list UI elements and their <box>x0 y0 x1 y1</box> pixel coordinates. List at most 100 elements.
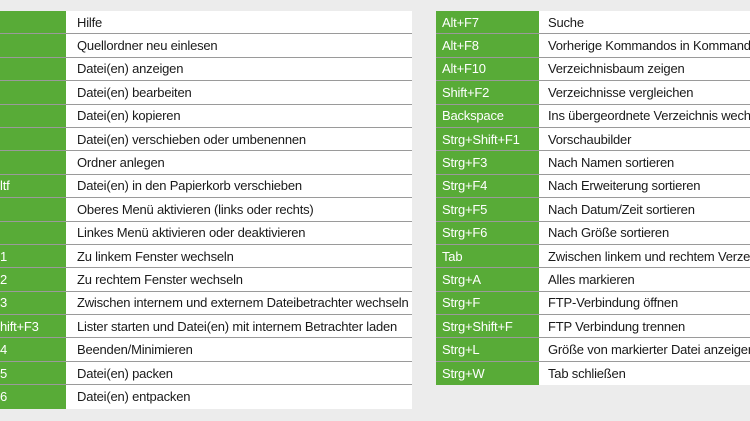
shortcut-description: Datei(en) in den Papierkorb verschieben <box>77 178 302 194</box>
table-row: Datei(en) anzeigen <box>0 57 412 82</box>
shortcut-description: Zwischen linkem und rechtem Verzeich <box>548 248 750 264</box>
table-row: Strg+Shift+F FTP Verbindung trennen <box>436 315 750 339</box>
shortcut-key <box>0 198 68 221</box>
left-shortcut-table: Hilfe Quellordner neu einlesen Datei(en)… <box>0 11 412 409</box>
shortcut-description: Größe von markierter Datei anzeigen <box>548 342 750 358</box>
shortcut-description: Datei(en) anzeigen <box>77 61 184 77</box>
shortcut-key <box>0 221 68 244</box>
table-row: Strg+A Alles markieren <box>436 268 750 292</box>
shortcut-key: hift+F3 <box>0 315 68 338</box>
shortcut-key: Alt+F8 <box>436 34 541 57</box>
table-row: Strg+W Tab schließen <box>436 361 750 386</box>
shortcut-description: Ins übergeordnete Verzeichnis wechse <box>548 108 750 124</box>
table-row: 1 Zu linkem Fenster wechseln <box>0 244 412 269</box>
table-row: Alt+F10 Verzeichnisbaum zeigen <box>436 57 750 82</box>
table-row: Datei(en) bearbeiten <box>0 81 412 105</box>
shortcut-description: FTP-Verbindung öffnen <box>548 295 678 311</box>
shortcut-key: 1 <box>0 244 68 268</box>
shortcut-description: Datei(en) packen <box>77 365 173 381</box>
shortcut-description: Zu rechtem Fenster wechseln <box>77 271 243 287</box>
shortcut-key: 6 <box>0 385 68 409</box>
table-row: 3 Zwischen internem und externem Dateibet… <box>0 291 412 316</box>
shortcut-description: Vorschaubilder <box>548 131 632 147</box>
table-row: Shift+F2 Verzeichnisse vergleichen <box>436 81 750 105</box>
table-row: Tab Zwischen linkem und rechtem Verzeich <box>436 244 750 269</box>
shortcut-description: Datei(en) entpacken <box>77 389 191 405</box>
shortcut-key: 3 <box>0 291 68 315</box>
right-shortcut-table: Alt+F7 Suche Alt+F8 Vorherige Kommandos in… <box>436 11 750 386</box>
shortcut-description: Verzeichnisbaum zeigen <box>548 61 685 77</box>
shortcut-description: Suche <box>548 14 584 30</box>
table-row: Backspace Ins übergeordnete Verzeichnis w… <box>436 104 750 128</box>
shortcut-key: Strg+F3 <box>436 151 541 174</box>
shortcut-description: Datei(en) kopieren <box>77 108 181 124</box>
table-row: hift+F3 Lister starten und Datei(en) mit … <box>0 315 412 339</box>
shortcut-key <box>0 127 68 151</box>
shortcut-key: Tab <box>436 244 541 268</box>
table-row: Alt+F8 Vorherige Kommandos in Kommandoz <box>436 34 750 58</box>
shortcut-description: FTP Verbindung trennen <box>548 318 686 334</box>
table-row: 5 Datei(en) packen <box>0 361 412 386</box>
shortcut-description: Oberes Menü aktivieren (links oder recht… <box>77 201 314 217</box>
shortcut-key <box>0 104 68 127</box>
shortcut-key <box>0 151 68 174</box>
shortcut-key: 5 <box>0 361 68 385</box>
table-row: 4 Beenden/Minimieren <box>0 338 412 362</box>
shortcut-key: Strg+F5 <box>436 198 541 221</box>
shortcut-description: Nach Datum/Zeit sortieren <box>548 201 695 217</box>
shortcut-key: Backspace <box>436 104 541 127</box>
table-row: Ordner anlegen <box>0 151 412 175</box>
shortcut-description: Linkes Menü aktivieren oder deaktivieren <box>77 225 306 241</box>
shortcut-description: Vorherige Kommandos in Kommandoz <box>548 38 750 54</box>
shortcut-key: Alt+F10 <box>436 57 541 81</box>
shortcut-key <box>0 11 68 34</box>
table-row: 6 Datei(en) entpacken <box>0 385 412 409</box>
shortcut-key: Strg+F4 <box>436 174 541 198</box>
table-row: Strg+L Größe von markierter Datei anzeige… <box>436 338 750 362</box>
shortcut-description: Datei(en) verschieben oder umbenennen <box>77 131 306 147</box>
table-row: Quellordner neu einlesen <box>0 34 412 58</box>
table-row: Strg+F FTP-Verbindung öffnen <box>436 291 750 316</box>
shortcut-key: Strg+F <box>436 291 541 315</box>
shortcut-key: Strg+W <box>436 361 541 386</box>
table-row: Datei(en) kopieren <box>0 104 412 128</box>
table-row: Alt+F7 Suche <box>436 11 750 35</box>
table-row: ltf Datei(en) in den Papierkorb verschieb… <box>0 174 412 199</box>
table-row: Strg+F4 Nach Erweiterung sortieren <box>436 174 750 199</box>
shortcut-key: Strg+Shift+F1 <box>436 127 541 151</box>
shortcut-key <box>0 81 68 104</box>
shortcut-key: Alt+F7 <box>436 11 541 34</box>
shortcut-description: Nach Namen sortieren <box>548 155 675 171</box>
shortcut-description: Nach Größe sortieren <box>548 225 669 241</box>
shortcut-key: Strg+L <box>436 338 541 361</box>
table-row: 2 Zu rechtem Fenster wechseln <box>0 268 412 292</box>
shortcut-key: ltf <box>0 174 68 198</box>
shortcut-description: Zu linkem Fenster wechseln <box>77 248 234 264</box>
shortcut-key <box>0 34 68 57</box>
shortcut-description: Quellordner neu einlesen <box>77 38 218 54</box>
shortcut-description: Beenden/Minimieren <box>77 342 193 358</box>
shortcut-description: Alles markieren <box>548 271 635 287</box>
shortcut-description: Lister starten und Datei(en) mit interne… <box>77 318 398 334</box>
shortcut-description: Nach Erweiterung sortieren <box>548 178 701 194</box>
shortcut-description: Tab schließen <box>548 366 626 382</box>
table-row: Linkes Menü aktivieren oder deaktivieren <box>0 221 412 245</box>
table-row: Strg+F6 Nach Größe sortieren <box>436 221 750 245</box>
shortcut-key: 2 <box>0 268 68 291</box>
table-row: Strg+Shift+F1 Vorschaubilder <box>436 127 750 152</box>
shortcut-key: Shift+F2 <box>436 81 541 104</box>
shortcut-description: Ordner anlegen <box>77 155 165 171</box>
shortcut-description: Verzeichnisse vergleichen <box>548 84 694 100</box>
table-row: Strg+F3 Nach Namen sortieren <box>436 151 750 175</box>
shortcut-description: Hilfe <box>77 14 103 30</box>
shortcut-key <box>0 57 68 81</box>
table-row: Datei(en) verschieben oder umbenennen <box>0 127 412 152</box>
table-row: Oberes Menü aktivieren (links oder recht… <box>0 198 412 222</box>
table-row: Hilfe <box>0 11 412 35</box>
shortcut-description: Zwischen internem und externem Dateibetr… <box>77 295 409 311</box>
shortcut-key: Strg+A <box>436 268 541 291</box>
shortcut-key: 4 <box>0 338 68 361</box>
table-row: Strg+F5 Nach Datum/Zeit sortieren <box>436 198 750 222</box>
shortcut-key: Strg+Shift+F <box>436 315 541 338</box>
shortcut-key: Strg+F6 <box>436 221 541 244</box>
